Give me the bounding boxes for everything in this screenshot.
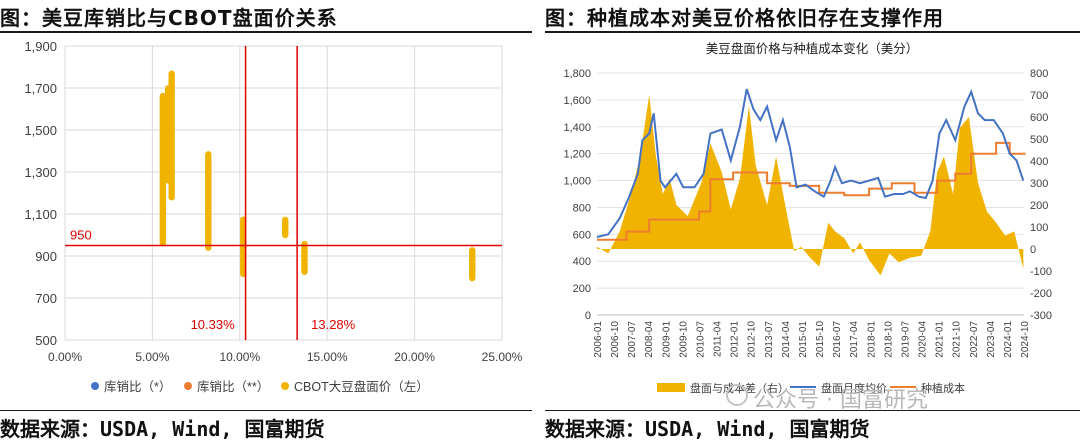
right-x-tick-label: 2013-07 (764, 321, 775, 358)
right-y-right-tick-label: 500 (1030, 134, 1048, 146)
right-y-left-tick-label: 200 (573, 283, 591, 295)
right-x-tick-label: 2009-10 (678, 321, 689, 358)
left-legend-label: CBOT大豆盘面价（左） (294, 379, 429, 394)
right-x-tick-label: 2015-01 (798, 321, 809, 358)
right-x-tick-label: 2012-10 (747, 321, 758, 358)
right-y-right-tick-label: 800 (1030, 68, 1048, 80)
right-y-left-tick-label: 1,400 (563, 122, 591, 134)
left-annotation-10-33: 10.33% (191, 317, 236, 332)
left-y-tick-label: 1,900 (24, 39, 57, 54)
right-x-tick-label: 2006-01 (593, 321, 604, 358)
right-x-tick-label: 2019-07 (900, 321, 911, 358)
watermark-text: 公众号 · 国富研究 (753, 388, 928, 413)
right-y-left-tick-label: 800 (573, 202, 591, 214)
left-legend-marker (91, 382, 99, 390)
right-y-left-tick-label: 0 (585, 310, 591, 322)
right-y-left-tick-label: 1,200 (563, 149, 591, 161)
right-figure-panel: 图：种植成本对美豆价格依旧存在支撑作用 美豆盘面价格与种植成本变化（美分） 0 20… (545, 0, 1080, 442)
left-legend-marker (281, 382, 289, 390)
left-y-tick-label: 900 (35, 249, 57, 264)
right-x-tick-label: 2020-04 (918, 321, 929, 358)
left-scatter-point (469, 247, 476, 254)
right-y-right-tick-label: 700 (1030, 90, 1048, 102)
left-x-tick-label: 15.00% (307, 350, 348, 364)
right-y-right-tick-label: 400 (1030, 156, 1048, 168)
left-x-tick-label: 20.00% (394, 350, 435, 364)
right-x-tick-label: 2024-01 (1003, 321, 1014, 358)
right-x-tick-label: 2010-07 (696, 321, 707, 358)
left-x-tick-label: 5.00% (135, 350, 169, 364)
right-y-left-tick-label: 400 (573, 256, 591, 268)
right-y-right-tick-label: -300 (1030, 310, 1052, 322)
right-legend-label: 盘面月度均价 (821, 381, 887, 395)
right-chart-title: 美豆盘面价格与种植成本变化（美分） (706, 41, 919, 56)
right-legend-label: 种植成本 (921, 381, 965, 395)
right-x-tick-label: 2024-10 (1020, 321, 1031, 358)
right-x-tick-label: 2023-04 (986, 321, 997, 358)
left-y-tick-label: 1,100 (24, 207, 57, 222)
left-figure-panel: 图：美豆库销比与CBOT盘面价关系 500 700 900 1,100 1,300 1,5… (0, 0, 532, 442)
right-x-tick-label: 2014-04 (781, 321, 792, 358)
right-y-left-tick-label: 1,800 (563, 68, 591, 80)
left-legend-marker (184, 382, 192, 390)
right-y-right-tick-label: 200 (1030, 200, 1048, 212)
right-y-right-tick-label: 300 (1030, 178, 1048, 190)
left-source-rule (0, 410, 532, 411)
right-y-right-tick-label: 100 (1030, 222, 1048, 234)
right-x-tick-label: 2009-01 (661, 321, 672, 358)
right-source-note: 数据来源：USDA, Wind, 国富期货 (545, 417, 870, 441)
right-y-right-tick-label: 600 (1030, 112, 1048, 124)
left-title-rule (0, 31, 532, 33)
right-x-tick-label: 2021-10 (952, 321, 963, 358)
left-annotation-950: 950 (70, 228, 92, 243)
right-combo-chart: 美豆盘面价格与种植成本变化（美分） 0 200 400 600 800 1,000 1,200… (563, 41, 1052, 395)
right-source-rule (545, 410, 1080, 411)
right-x-tick-label: 2006-10 (610, 321, 621, 358)
right-x-tick-label: 2017-04 (849, 321, 860, 358)
right-x-tick-label: 2011-04 (713, 321, 724, 357)
right-x-tick-label: 2016-07 (832, 321, 843, 358)
right-diff-area (597, 95, 1024, 276)
left-y-tick-label: 1,700 (24, 81, 57, 96)
left-scatter-point (159, 92, 167, 100)
left-y-tick-label: 700 (35, 291, 57, 306)
left-scatter-point (205, 151, 212, 158)
left-x-tick-label: 0.00% (48, 350, 82, 364)
left-x-tick-label: 25.00% (482, 350, 523, 364)
left-y-tick-label: 1,300 (24, 165, 57, 180)
left-scatter-point (282, 216, 289, 224)
right-title-rule (545, 31, 1080, 33)
left-y-tick-label: 1,500 (24, 123, 57, 138)
right-x-tick-label: 2008-04 (644, 321, 655, 358)
left-annotation-13-28: 13.28% (311, 317, 356, 332)
left-figure-title: 图：美豆库销比与CBOT盘面价关系 (0, 6, 338, 30)
right-y-left-tick-label: 1,000 (563, 176, 591, 188)
left-x-tick-label: 10.00% (219, 350, 260, 364)
right-x-tick-label: 2015-10 (815, 321, 826, 358)
right-x-tick-label: 2012-01 (730, 321, 741, 358)
right-y-right-tick-label: -100 (1030, 266, 1052, 278)
right-legend-marker-diff (657, 383, 685, 392)
watermark-logo-icon (726, 384, 748, 406)
left-plot-area (64, 45, 503, 341)
right-cost-line (597, 141, 1026, 241)
right-y-left-tick-label: 600 (573, 229, 591, 241)
left-scatter-point (168, 70, 175, 77)
right-y-left-tick-label: 1,600 (563, 95, 591, 107)
right-price-line (596, 88, 1025, 238)
right-y-right-tick-label: 0 (1030, 244, 1036, 256)
right-figure-title: 图：种植成本对美豆价格依旧存在支撑作用 (545, 6, 944, 30)
right-y-right-tick-label: -200 (1030, 288, 1052, 300)
right-x-tick-label: 2007-07 (627, 321, 638, 358)
left-scatter-point (301, 240, 308, 248)
right-x-tick-label: 2021-01 (935, 321, 946, 358)
left-y-tick-label: 500 (35, 333, 57, 348)
left-source-note: 数据来源：USDA, Wind, 国富期货 (0, 417, 325, 441)
right-x-tick-label: 2022-07 (969, 321, 980, 358)
left-legend-label: 库销比（**） (197, 379, 269, 394)
left-scatter-chart: 500 700 900 1,100 1,300 1,500 1,700 1,900 0.00% 5… (24, 39, 523, 394)
left-legend-label: 库销比（*） (104, 379, 171, 394)
right-x-tick-label: 2018-10 (883, 321, 894, 358)
right-x-tick-label: 2018-01 (866, 321, 877, 358)
